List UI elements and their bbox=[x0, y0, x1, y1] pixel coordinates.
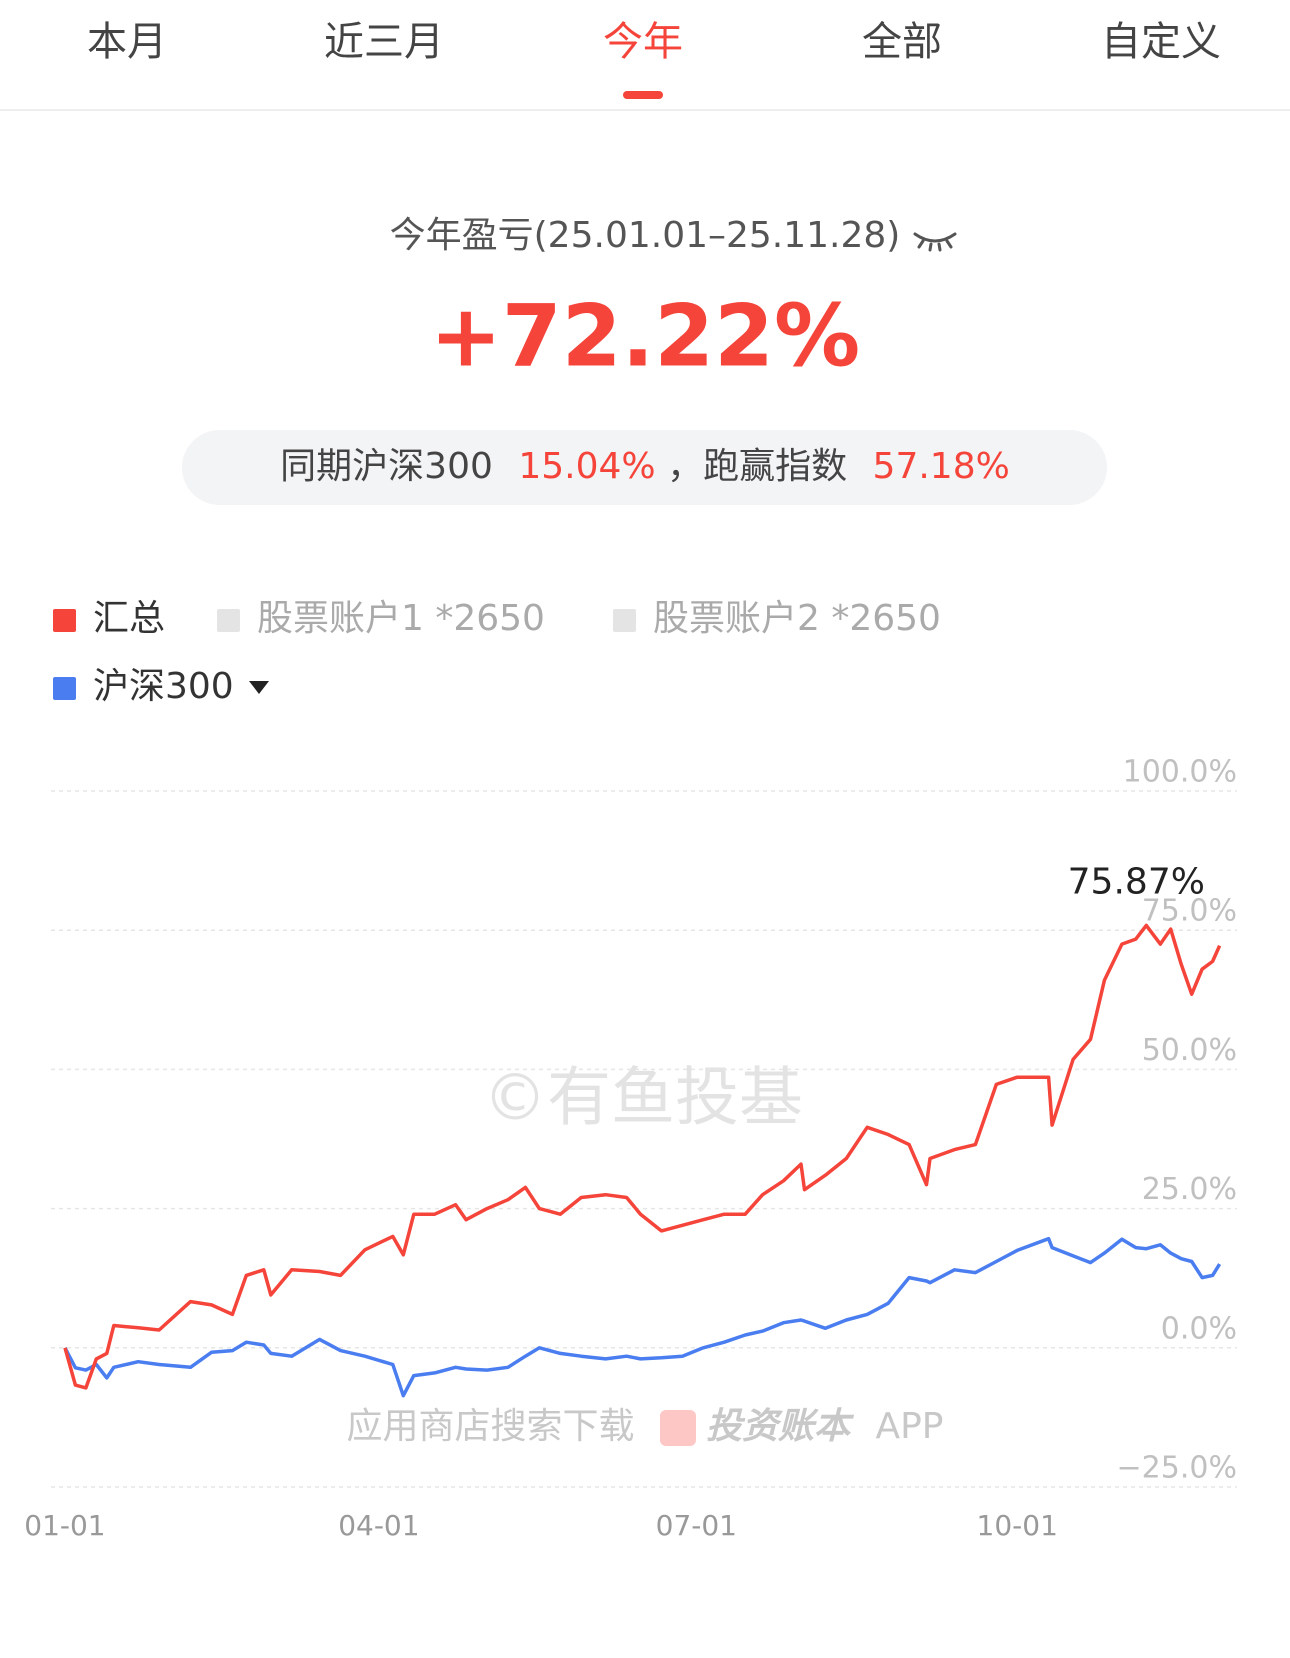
tab[interactable]: 本月 bbox=[87, 19, 167, 65]
legend-swatch bbox=[613, 609, 636, 632]
tab[interactable]: 近三月 bbox=[324, 19, 444, 65]
x-tick-label: 07-01 bbox=[656, 1509, 737, 1542]
legend-label[interactable]: 股票账户1 *2650 bbox=[257, 598, 545, 639]
tab[interactable]: 全部 bbox=[862, 19, 942, 65]
y-tick-label: 25.0% bbox=[1142, 1172, 1237, 1207]
series-line bbox=[63, 923, 1222, 1390]
x-tick-label: 10-01 bbox=[977, 1509, 1058, 1542]
y-tick-label: 50.0% bbox=[1142, 1033, 1237, 1068]
legend-dropdown bbox=[249, 681, 269, 694]
promo-icon bbox=[660, 1410, 696, 1446]
tab[interactable]: 今年 bbox=[603, 19, 683, 65]
x-tick-label: 01-01 bbox=[24, 1509, 105, 1542]
y-tick-label: 0.0% bbox=[1161, 1311, 1237, 1346]
y-tick-label: 75.0% bbox=[1142, 894, 1237, 929]
benchmark-value: 15.04% bbox=[518, 446, 655, 487]
beat-label: ，跑赢指数 bbox=[667, 446, 847, 487]
eye-icon[interactable] bbox=[913, 232, 957, 252]
summary-label: 今年盈亏(25.01.01–25.11.28) bbox=[390, 215, 901, 256]
legend-swatch bbox=[217, 609, 240, 632]
beat-value: 57.18% bbox=[873, 446, 1010, 487]
series-line bbox=[63, 1236, 1222, 1398]
benchmark-label: 同期沪深300 bbox=[280, 446, 493, 487]
promo-suffix: APP bbox=[875, 1406, 943, 1447]
benchmark-line: 同期沪深300 15.04% ，跑赢指数 57.18% bbox=[280, 446, 1010, 487]
promo-brand: 投资账本 bbox=[706, 1406, 855, 1447]
legend-label[interactable]: 沪深300 bbox=[93, 666, 234, 707]
tab[interactable]: 自定义 bbox=[1101, 19, 1221, 65]
max-label: 75.87% bbox=[1068, 861, 1205, 902]
benchmark-pill bbox=[182, 430, 1107, 505]
legend-swatch bbox=[53, 609, 76, 632]
legend-label[interactable]: 汇总 bbox=[93, 598, 165, 639]
tab-indicator bbox=[623, 91, 663, 99]
promo-text: 应用商店搜索下载 bbox=[347, 1406, 635, 1447]
promo: 应用商店搜索下载 投资账本 APP bbox=[347, 1406, 944, 1447]
watermark: ©有鱼投基 bbox=[483, 1062, 803, 1136]
x-tick-label: 04-01 bbox=[338, 1509, 419, 1542]
summary-value: +72.22% bbox=[430, 286, 860, 386]
legend-label[interactable]: 股票账户2 *2650 bbox=[653, 598, 941, 639]
y-tick-label: 100.0% bbox=[1123, 755, 1237, 790]
y-tick-label: −25.0% bbox=[1117, 1451, 1237, 1486]
legend-swatch bbox=[53, 677, 76, 700]
